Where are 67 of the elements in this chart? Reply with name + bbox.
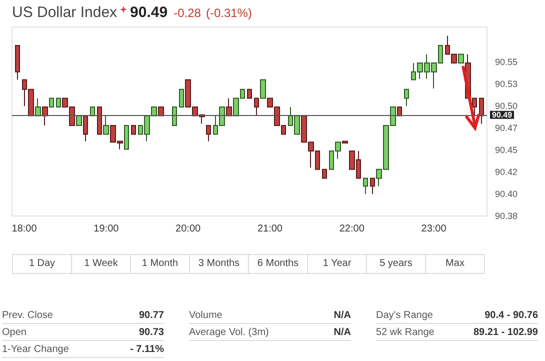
- text: 90.73: [138, 326, 164, 338]
- y-tick-label: 90.53: [495, 79, 518, 90]
- candlestick: [226, 98, 232, 116]
- candlestick: [131, 124, 136, 135]
- x-tick-label: 18:00: [12, 224, 38, 234]
- candlestick: [172, 106, 177, 126]
- text: 1 Day: [28, 257, 56, 271]
- text: 6 Months: [248, 255, 307, 273]
- candlestick: [15, 44, 20, 80]
- y-tick-label: 90.47: [495, 123, 518, 134]
- text: 3 Months: [189, 255, 248, 273]
- text: 89.21 - 102.99: [474, 326, 538, 338]
- candlestick: [124, 124, 129, 150]
- y-tick-label: 90.42: [495, 167, 518, 178]
- candlestick: [472, 98, 477, 116]
- text: - 7.11%: [130, 344, 164, 354]
- candlestick: [254, 98, 259, 116]
- text: 1-Year Change: [2, 344, 69, 354]
- x-tick-label: 23:00: [421, 224, 447, 234]
- text: Open: [2, 326, 26, 338]
- candlestick: [260, 79, 266, 99]
- candlestick: [247, 88, 252, 99]
- text: Average Vol. (3m): [189, 326, 269, 338]
- x-tick-label: 21:00: [257, 224, 283, 234]
- text: Volume: [189, 310, 222, 320]
- chart-title: US Dollar Index: [12, 4, 118, 21]
- candlestick: [342, 140, 348, 144]
- text: Day's Range: [376, 310, 433, 320]
- text: 52 wk Range: [376, 326, 434, 338]
- text: (-0.31%): [206, 6, 252, 20]
- candlestick: [479, 98, 484, 124]
- candlestick: [179, 88, 184, 108]
- y-tick-label: 90.50: [495, 101, 518, 112]
- candlestick: [83, 115, 88, 142]
- text: 5 years: [366, 255, 425, 273]
- candlestick: [370, 178, 375, 195]
- text: 90.4 - 90.76: [484, 310, 538, 320]
- y-tick-label: 90.40: [495, 189, 518, 200]
- candlestick: [97, 106, 102, 135]
- x-tick-label: 22:00: [339, 224, 365, 234]
- y-tick-label: 90.38: [495, 211, 518, 221]
- candlestick: [49, 98, 54, 108]
- candlestick: [404, 88, 409, 107]
- x-tick-label: 19:00: [94, 224, 120, 234]
- text: 1 Month: [130, 255, 189, 273]
- candlestick: [76, 115, 82, 126]
- candlestick: [35, 98, 41, 116]
- text: 1 Year: [307, 255, 366, 273]
- text: 90.77: [138, 310, 164, 320]
- candlestick: [206, 124, 211, 142]
- text: N/A: [334, 310, 351, 320]
- text: Max: [425, 255, 484, 273]
- candlestick: [322, 168, 327, 179]
- candlestick: [56, 98, 61, 108]
- x-tick-label: 20:00: [176, 224, 202, 234]
- text: Prev. Close: [2, 310, 53, 320]
- candlestick: [458, 54, 464, 64]
- text: -0.28: [174, 6, 201, 20]
- text: N/A: [334, 326, 351, 338]
- candlestick: [42, 106, 48, 126]
- text: 1 Week: [71, 255, 130, 273]
- y-tick-label: 90.55: [495, 57, 518, 68]
- ref-line-label: 90.49: [492, 110, 513, 120]
- text: 90.49: [130, 4, 168, 21]
- candlestick: [103, 115, 109, 135]
- candlestick: [363, 178, 368, 195]
- y-tick-label: 90.45: [495, 145, 518, 156]
